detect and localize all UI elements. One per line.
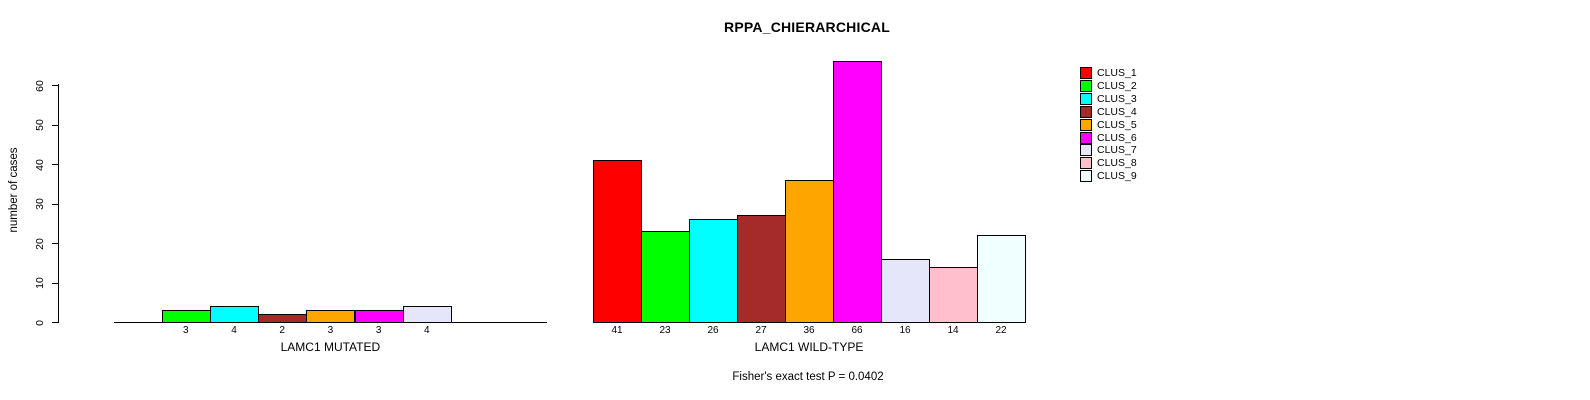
bar-clus_5-group1 [306,310,356,323]
y-tick-label: 50 [34,119,46,131]
bar-value-label: 27 [755,324,767,336]
bar-clus_3-group1 [209,306,260,323]
bar-value-label: 23 [659,324,671,336]
bar-value-label: 3 [375,324,382,336]
legend-label-clus_5: CLUS_5 [1097,118,1137,131]
bar-clus_7-group1 [402,306,452,323]
y-tick [52,282,59,284]
legend-swatch-clus_6 [1080,131,1092,144]
y-tick-label: 30 [34,198,46,210]
legend-swatch-clus_7 [1080,144,1092,157]
legend-label-clus_3: CLUS_3 [1097,92,1137,105]
bar-value-label: 4 [424,324,430,336]
y-tick [52,85,59,86]
y-axis-label: number of cases [8,147,20,233]
legend-swatch-clus_8 [1080,157,1092,170]
legend-swatch-clus_4 [1080,105,1092,118]
legend-swatch-clus_3 [1080,92,1092,105]
bar-clus_1-group2 [593,160,642,323]
y-tick-label: 40 [34,158,46,171]
bar-clus_2-group2 [641,231,690,323]
bar-clus_9-group2 [977,235,1026,323]
bar-clus_6-group1 [354,310,404,323]
bar-clus_3-group2 [689,219,738,323]
bar-value-label: 41 [611,324,623,336]
legend-swatch-clus_9 [1080,170,1092,183]
legend-label-clus_4: CLUS_4 [1097,105,1137,118]
y-tick-label: 60 [34,79,46,92]
y-tick [52,322,59,323]
bar-clus_4-group2 [737,215,786,323]
legend-swatch-clus_5 [1080,118,1092,131]
group-label-2: LAMC1 WILD-TYPE [754,340,864,354]
bar-value-label: 14 [947,324,959,336]
chart-title: RPPA_CHIERARCHICAL [724,19,890,35]
bar-value-label: 16 [899,324,911,336]
legend-label-clus_1: CLUS_1 [1097,67,1137,79]
bar-value-label: 3 [183,324,189,336]
annotation-fisher-test: Fisher's exact test P = 0.0402 [732,371,884,383]
y-tick [52,124,59,126]
legend-label-clus_6: CLUS_6 [1097,131,1137,144]
bar-clus_7-group2 [881,258,930,323]
y-tick [52,203,59,205]
legend-label-clus_9: CLUS_9 [1097,170,1137,183]
bar-value-label: 3 [327,324,334,336]
y-tick [52,164,59,165]
y-tick [52,243,59,244]
y-tick-label: 20 [34,237,46,250]
bar-value-label: 26 [707,324,719,336]
bar-clus_2-group1 [161,310,211,323]
y-tick-label: 0 [34,319,46,326]
bar-value-label: 2 [279,324,285,336]
bar-clus_6-group2 [833,61,882,323]
legend-swatch-clus_1 [1080,67,1092,79]
bar-clus_8-group2 [929,266,978,323]
bar-clus_4-group1 [258,314,308,323]
bar-value-label: 66 [851,324,863,336]
bar-value-label: 36 [803,324,815,336]
legend-label-clus_7: CLUS_7 [1097,144,1137,157]
bar-clus_5-group2 [785,179,834,323]
group-label-1: LAMC1 MUTATED [280,340,381,354]
y-tick-label: 10 [34,277,46,289]
bar-value-label: 22 [995,324,1007,336]
legend-label-clus_2: CLUS_2 [1097,79,1137,92]
legend-label-clus_8: CLUS_8 [1097,157,1137,170]
legend-swatch-clus_2 [1080,79,1092,92]
bar-value-label: 4 [231,324,237,336]
